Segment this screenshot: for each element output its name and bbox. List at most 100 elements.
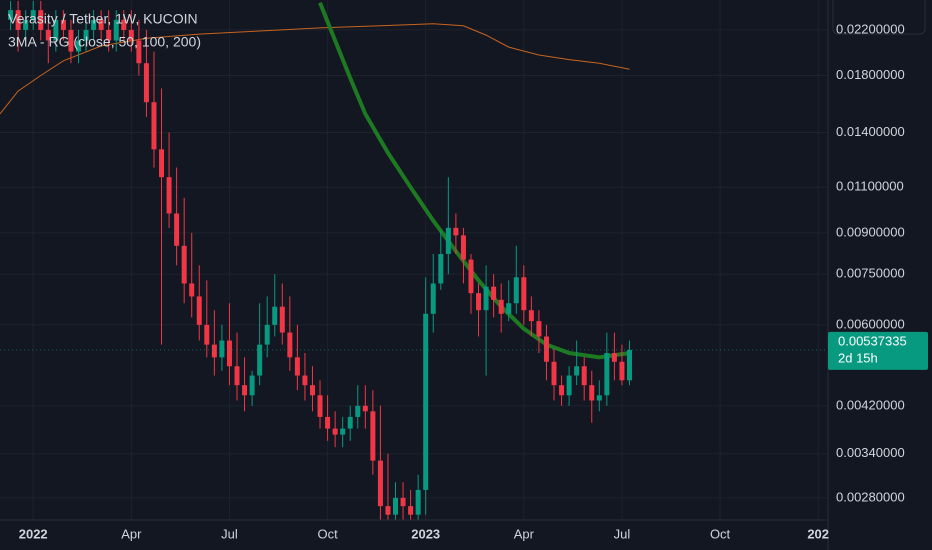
candle-body: [317, 395, 323, 417]
candle-body: [128, 29, 134, 41]
candle-body: [30, 10, 36, 20]
candle-body: [325, 416, 331, 429]
candle-body: [415, 489, 421, 515]
candle-body: [491, 286, 497, 300]
chart-title: Verasity / Tether, 1W, KUCOIN: [8, 11, 198, 27]
y-tick-label: 0.01400000: [836, 124, 905, 139]
candle-body: [136, 40, 142, 64]
candle-body: [340, 428, 346, 435]
candle-body: [91, 19, 97, 30]
candle-body: [151, 102, 157, 150]
candle-body: [445, 227, 451, 254]
scale-button[interactable]: [832, 0, 926, 35]
y-tick-label: 0.00420000: [836, 397, 905, 412]
candle-body: [483, 286, 489, 311]
indicator-legend: 3MA - RG (close, 50, 100, 200): [8, 34, 201, 50]
candle-body: [626, 349, 632, 381]
candle-body: [23, 19, 29, 30]
candle-body: [226, 340, 232, 367]
candle-body: [106, 29, 112, 41]
candle-body: [53, 19, 59, 41]
candle-body: [166, 177, 172, 214]
countdown-label: 2d 15h: [838, 350, 878, 365]
candle-body: [45, 29, 51, 41]
candle-body: [476, 293, 482, 311]
y-tick-label: 0.01100000: [836, 179, 904, 194]
candle-body: [294, 357, 300, 376]
candle-body: [75, 40, 81, 52]
candle-body: [272, 306, 278, 325]
candle-body: [189, 283, 195, 297]
candle-body: [242, 385, 248, 396]
candle-body: [528, 310, 534, 322]
candle-body: [181, 245, 187, 284]
axes: 0.02200000 0.01800000 0.01400000 0.01100000…: [19, 21, 928, 541]
candle-body: [438, 253, 444, 284]
candle-body: [619, 361, 625, 381]
y-tick-label: 0.02200000: [836, 21, 905, 36]
candle-body: [536, 321, 542, 337]
y-tick-label: 0.01800000: [836, 67, 905, 82]
x-tick-label: Apr: [121, 526, 142, 541]
candle-body: [581, 366, 587, 386]
candle-body: [362, 405, 368, 412]
candle-body: [234, 366, 240, 386]
candle-body: [211, 344, 217, 358]
y-tick-label: 0.00280000: [836, 489, 905, 504]
candle-body: [559, 385, 565, 396]
candle-body: [408, 506, 414, 515]
y-tick-label: 0.00340000: [836, 445, 905, 460]
candle-body: [355, 405, 361, 417]
candle-body: [143, 63, 149, 103]
candle-body: [279, 306, 285, 333]
candle-body: [204, 324, 210, 345]
candle-body: [68, 29, 74, 52]
y-tick-label: 0.00600000: [836, 316, 905, 331]
candle-body: [347, 416, 353, 429]
candle-body: [15, 10, 21, 30]
candle-body: [400, 497, 406, 507]
candle-body: [566, 375, 572, 396]
candle-body: [174, 213, 180, 246]
last-price-badge: [828, 331, 928, 370]
candle-body: [249, 375, 255, 396]
candle-body: [113, 19, 119, 41]
candle-body: [83, 29, 89, 41]
candle-body: [332, 428, 338, 435]
x-tick-label: Apr: [514, 526, 535, 541]
candle-body: [8, 10, 14, 20]
candle-body: [453, 227, 459, 236]
candle-body: [551, 361, 557, 386]
moving-average-line: [0, 23, 630, 115]
x-tick-label: 2022: [19, 526, 48, 541]
x-tick-label: 2023: [411, 526, 440, 541]
plot-area: [0, 0, 828, 520]
candle-body: [159, 149, 165, 178]
candle-body: [257, 344, 263, 376]
candle-body: [513, 277, 519, 304]
last-price-label: 0.00537335: [838, 333, 907, 348]
candle-body: [98, 19, 104, 30]
candle-body: [460, 235, 466, 260]
x-tick-label: Jul: [614, 526, 631, 541]
candle-body: [219, 340, 225, 358]
candle-body: [385, 506, 391, 515]
candle-body: [302, 375, 308, 386]
candle-body: [430, 283, 436, 314]
candle-body: [423, 313, 429, 490]
candle-body: [370, 411, 376, 461]
candle-body: [121, 19, 127, 30]
candle-body: [543, 336, 549, 362]
candle-body: [589, 385, 595, 401]
candle-body: [596, 395, 602, 401]
candle-body: [506, 303, 512, 314]
candle-body: [38, 10, 44, 30]
candle-body: [377, 460, 383, 507]
candle-body: [60, 19, 66, 30]
x-tick-label: Oct: [317, 526, 338, 541]
x-tick-label: Oct: [710, 526, 731, 541]
candle-body: [574, 366, 580, 376]
candle-body: [287, 332, 293, 358]
x-tick-label: Jul: [221, 526, 238, 541]
